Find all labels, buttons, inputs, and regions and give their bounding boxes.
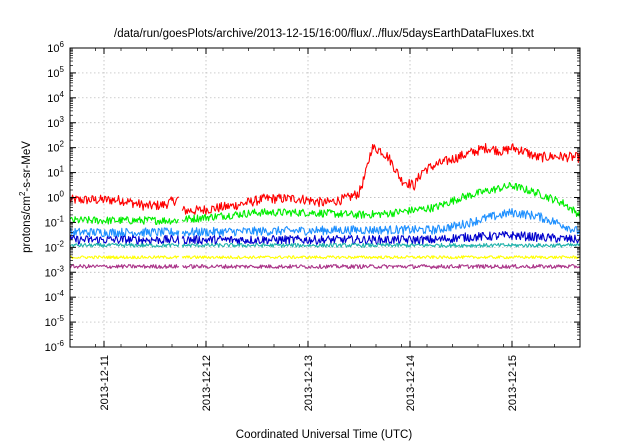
series-line bbox=[69, 263, 180, 269]
series-line bbox=[181, 230, 581, 245]
series-line bbox=[69, 216, 179, 225]
x-tick-label: 2013-12-13 bbox=[303, 355, 315, 411]
y-tick-label: 10-2 bbox=[45, 239, 65, 254]
y-tick-label: 10-4 bbox=[45, 289, 65, 304]
y-tick-label: 10-5 bbox=[45, 314, 65, 329]
y-tick-label: 102 bbox=[47, 140, 64, 155]
y-tick-label: 10-3 bbox=[45, 264, 65, 279]
x-axis: 2013-12-11 2013-12-12 2013-12-13 2013-12-14… bbox=[69, 48, 581, 411]
series-line bbox=[182, 263, 581, 270]
series-line bbox=[69, 227, 180, 238]
y-tick-label: 105 bbox=[47, 65, 64, 80]
y-tick-label: 106 bbox=[47, 40, 64, 55]
series-layer bbox=[69, 143, 581, 270]
x-axis-label: Coordinated Universal Time (UTC) bbox=[236, 429, 413, 441]
y-axis-label: protons/cm2-s-sr-MeV bbox=[18, 141, 33, 253]
series-line bbox=[69, 242, 180, 248]
y-tick-label: 103 bbox=[47, 115, 64, 130]
chart-title: /data/run/goesPlots/archive/2013-12-15/1… bbox=[114, 28, 535, 40]
series-line bbox=[69, 194, 179, 211]
y-tick-label: 100 bbox=[47, 190, 64, 205]
grid-lines bbox=[70, 48, 580, 347]
series-line bbox=[181, 242, 581, 248]
y-tick-label: 10-6 bbox=[45, 339, 65, 354]
x-tick-label: 2013-12-14 bbox=[405, 355, 417, 411]
series-line bbox=[181, 181, 581, 223]
x-tick-label: 2013-12-15 bbox=[507, 355, 519, 411]
series-line bbox=[69, 234, 180, 245]
series-line bbox=[181, 143, 581, 215]
y-axis: 10-6 10-5 10-4 10-3 10-2 10-1 100 101 102 103 104 1… bbox=[45, 40, 580, 354]
series-line bbox=[181, 255, 581, 260]
x-tick-label: 2013-12-12 bbox=[201, 355, 213, 411]
y-tick-label: 10-1 bbox=[45, 214, 65, 229]
series-line bbox=[181, 207, 581, 237]
y-tick-label: 101 bbox=[47, 165, 64, 180]
y-tick-label: 104 bbox=[47, 90, 64, 105]
series-line bbox=[69, 255, 180, 260]
x-tick-label: 2013-12-11 bbox=[99, 355, 111, 410]
